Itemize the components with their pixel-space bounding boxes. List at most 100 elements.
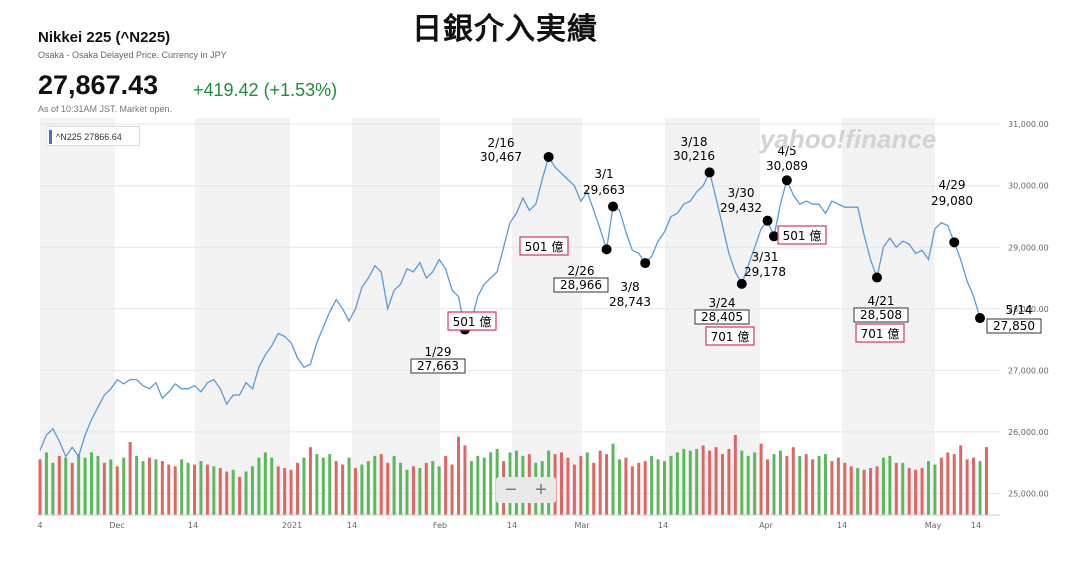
- annotation-dot: [640, 258, 651, 269]
- volume-bar: [64, 457, 68, 515]
- volume-bar: [450, 464, 454, 515]
- volume-bar: [869, 468, 873, 515]
- volume-bar: [173, 466, 177, 515]
- volume-bar: [772, 454, 776, 515]
- zoom-in-button[interactable]: +: [535, 478, 547, 501]
- volume-bar: [386, 462, 390, 515]
- volume-bar: [193, 464, 197, 515]
- annotation-value: 30,467: [480, 150, 522, 164]
- intervention-box: [519, 236, 569, 256]
- annotation-value: 28,966: [560, 278, 602, 292]
- volume-bar: [637, 462, 641, 515]
- annotation-dot: [704, 167, 715, 178]
- intervention-amount: 501 億: [453, 315, 492, 329]
- annotation-date: 3/1: [594, 167, 613, 181]
- volume-bar: [263, 452, 267, 515]
- volume-bar: [778, 450, 782, 515]
- volume-bar: [695, 448, 699, 515]
- volume-bar: [347, 457, 351, 515]
- volume-bar: [592, 462, 596, 515]
- x-tick-label: Dec: [109, 521, 124, 530]
- annotation-dot: [762, 215, 773, 226]
- volume-bar: [353, 468, 357, 515]
- price-change: +419.42 (+1.53%): [193, 80, 338, 100]
- annotation-date: 3/31: [752, 250, 779, 264]
- y-tick-label: 30,000.00: [1008, 182, 1049, 191]
- volume-bar: [469, 461, 473, 515]
- annotation-value: 29,080: [931, 194, 973, 208]
- banner-title: 日銀介入実績: [412, 12, 598, 47]
- annotation-value-box: [694, 309, 750, 325]
- volume-bar: [881, 457, 885, 515]
- volume-bar: [437, 466, 441, 515]
- volume-bar: [907, 468, 911, 515]
- volume-bar: [231, 469, 235, 515]
- volume-bar: [257, 457, 261, 515]
- series-legend[interactable]: ^N225 27866.64: [46, 126, 140, 146]
- price-line: [39, 155, 981, 458]
- volume-bar: [160, 461, 164, 515]
- y-tick-label: 26,000.00: [1008, 428, 1049, 437]
- volume-bar: [727, 448, 731, 515]
- volume-bar: [753, 452, 757, 515]
- volume-bar: [733, 435, 737, 515]
- volume-bar: [933, 464, 937, 515]
- volume-bar: [624, 457, 628, 515]
- volume-bar: [218, 468, 222, 515]
- volume-bar: [720, 454, 724, 515]
- annotation-value: 28,405: [701, 310, 743, 324]
- volume-bar: [289, 469, 293, 515]
- annotation-dot: [871, 272, 882, 283]
- volume-bar: [785, 455, 789, 515]
- volume-bar: [109, 459, 113, 515]
- y-tick-label: 25,000.00: [1008, 489, 1049, 498]
- volume-bar: [862, 469, 866, 515]
- volume-bar: [836, 457, 840, 515]
- period-band: [352, 118, 440, 515]
- volume-bar: [96, 455, 100, 515]
- annotation-date: 2/26: [568, 264, 595, 278]
- volume-bar: [77, 454, 81, 515]
- volume-bar: [611, 443, 615, 515]
- volume-bar: [212, 466, 216, 515]
- intervention-amount: 701 億: [711, 330, 750, 344]
- annotation-dot: [975, 313, 985, 324]
- volume-bar: [102, 462, 106, 515]
- x-tick-label: 14: [188, 521, 198, 530]
- volume-bar: [830, 461, 834, 515]
- volume-bar: [566, 457, 570, 515]
- volume-bar: [250, 466, 254, 515]
- volume-bar: [418, 468, 422, 515]
- volume-bar: [405, 469, 409, 515]
- intervention-box: [705, 326, 755, 346]
- volume-bar: [321, 457, 325, 515]
- intervention-amount: 701 億: [861, 327, 900, 341]
- volume-bar: [560, 452, 564, 515]
- annotation-dot: [781, 175, 792, 186]
- volume-bar: [341, 464, 345, 515]
- volume-bar: [70, 462, 74, 515]
- volume-bar: [463, 445, 467, 515]
- annotation-date: 3/18: [681, 135, 708, 149]
- annotation-value: 29,178: [744, 265, 786, 279]
- volume-bar: [708, 450, 712, 515]
- annotation-value: 27,850: [993, 319, 1035, 333]
- volume-bar: [952, 454, 956, 515]
- volume-bar: [489, 452, 493, 515]
- volume-bar: [482, 457, 486, 515]
- volume-bar: [424, 462, 428, 515]
- volume-bar: [360, 464, 364, 515]
- annotation-date: 3/24: [709, 296, 736, 310]
- x-tick-label: Apr: [759, 521, 774, 530]
- zoom-out-button[interactable]: −: [505, 478, 517, 501]
- volume-bar: [643, 461, 647, 515]
- volume-bar: [972, 457, 976, 515]
- volume-bar: [141, 461, 145, 515]
- volume-bar: [791, 447, 795, 515]
- annotation-value: 27,663: [417, 359, 459, 373]
- volume-bar: [115, 466, 119, 515]
- annotation-date: 4/5: [777, 144, 796, 158]
- volume-bar: [669, 455, 673, 515]
- ticker-title: Nikkei 225 (^N225): [38, 29, 171, 46]
